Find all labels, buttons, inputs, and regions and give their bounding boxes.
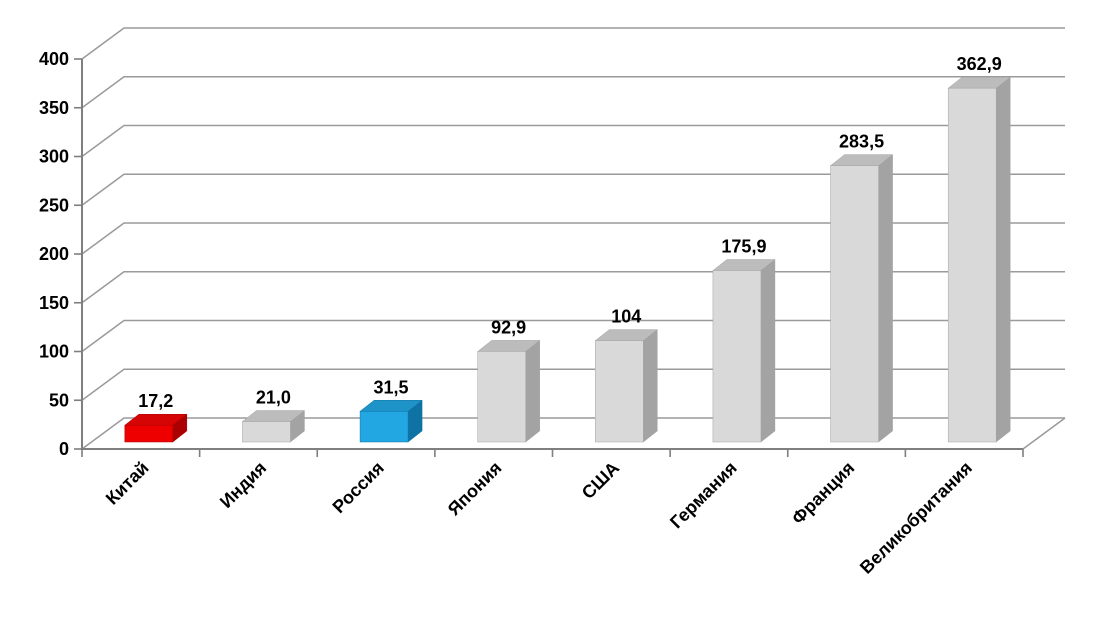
category-label: США	[578, 458, 623, 503]
value-label: 283,5	[839, 132, 884, 152]
gridline	[81, 368, 1065, 401]
category-label: Франция	[788, 458, 859, 529]
bar	[359, 411, 409, 443]
category-label: Великобритания	[856, 458, 976, 578]
bar-side-face	[995, 76, 1011, 443]
gridline	[81, 173, 1065, 206]
gridline	[81, 76, 1065, 109]
category-label: Китай	[102, 458, 153, 509]
bar-side-face	[760, 258, 776, 443]
gridline	[81, 319, 1065, 353]
y-tick-label: 100	[39, 342, 69, 362]
gridline	[81, 124, 1065, 158]
y-tick-label: 150	[39, 293, 69, 313]
bar	[595, 340, 644, 443]
y-tick-label: 50	[49, 390, 69, 410]
bar-side-face	[878, 154, 893, 443]
category-label: Япония	[444, 458, 506, 520]
value-label: 104	[611, 307, 641, 327]
bar-side-face	[643, 329, 658, 443]
bar	[477, 351, 526, 443]
gridline	[81, 271, 1065, 304]
bar-side-face	[525, 339, 540, 443]
category-label: Россия	[329, 458, 388, 517]
gridline	[81, 222, 1065, 255]
bar	[712, 270, 762, 443]
bar	[947, 87, 997, 443]
bar	[242, 421, 291, 443]
value-label: 31,5	[374, 377, 409, 397]
gridline	[81, 417, 1065, 450]
value-label: 92,9	[491, 317, 526, 337]
y-tick-label: 250	[39, 195, 69, 215]
y-tick-label: 350	[39, 98, 69, 118]
y-tick-label: 0	[59, 439, 69, 459]
value-label: 362,9	[957, 54, 1002, 74]
category-label: Индия	[216, 458, 270, 512]
gridline	[81, 27, 1065, 60]
value-label: 21,0	[256, 388, 291, 408]
value-label: 175,9	[721, 236, 766, 256]
y-tick-label: 200	[39, 244, 69, 264]
floor-right-edge	[1022, 417, 1066, 450]
bar	[124, 424, 174, 443]
y-tick-label: 400	[39, 49, 69, 69]
category-label: Германия	[666, 458, 741, 533]
value-label: 17,2	[138, 391, 173, 411]
y-tick-label: 300	[39, 147, 69, 167]
bar	[830, 165, 879, 443]
